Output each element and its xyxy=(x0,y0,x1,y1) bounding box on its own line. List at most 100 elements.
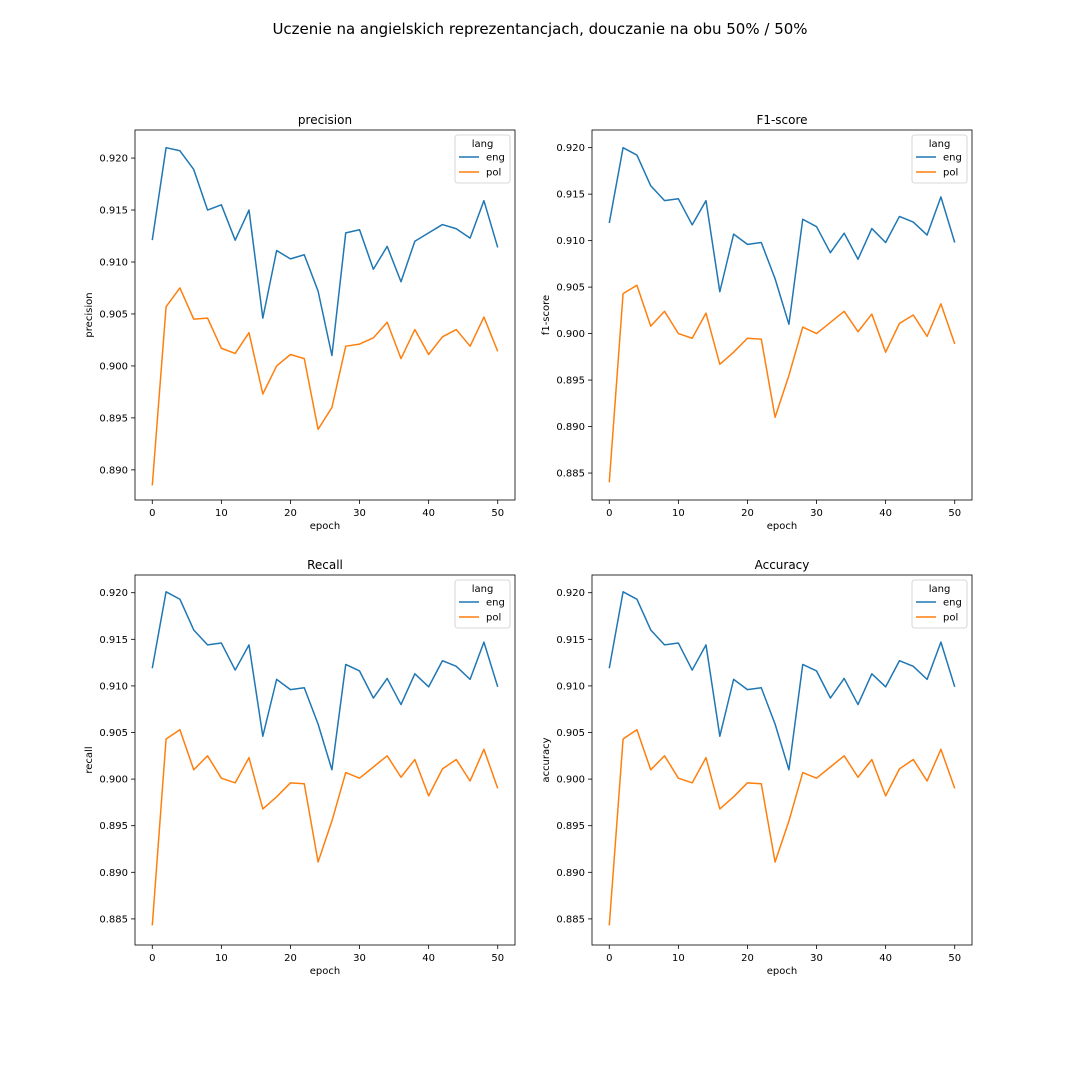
y-axis-label: accuracy xyxy=(541,737,552,782)
y-tick-label: 0.900 xyxy=(99,361,128,372)
x-tick-label: 40 xyxy=(422,508,435,519)
legend-label-pol: pol xyxy=(486,168,501,179)
x-tick-label: 10 xyxy=(672,508,685,519)
legend-title: lang xyxy=(929,584,951,595)
x-tick-label: 30 xyxy=(810,508,823,519)
x-tick-label: 20 xyxy=(741,953,754,964)
x-axis-label: epoch xyxy=(767,521,797,532)
legend-title: lang xyxy=(472,139,494,150)
series-line-eng xyxy=(608,591,956,771)
y-tick-label: 0.905 xyxy=(556,283,585,294)
x-tick-label: 40 xyxy=(879,508,892,519)
x-tick-label: 50 xyxy=(491,953,504,964)
x-tick-label: 50 xyxy=(948,508,961,519)
y-tick-label: 0.920 xyxy=(556,143,585,154)
series-line-eng xyxy=(151,146,499,357)
legend: lang eng pol xyxy=(454,134,511,184)
legend-label-eng: eng xyxy=(943,598,962,609)
x-axis-label: epoch xyxy=(767,966,797,977)
x-tick-label: 10 xyxy=(215,953,228,964)
series-line-eng xyxy=(151,591,499,771)
x-tick-label: 0 xyxy=(149,953,155,964)
x-tick-label: 30 xyxy=(353,508,366,519)
legend: lang eng pol xyxy=(911,134,968,184)
y-tick-label: 0.900 xyxy=(556,775,585,786)
x-tick-label: 0 xyxy=(606,508,612,519)
y-tick-label: 0.905 xyxy=(99,728,128,739)
y-tick-label: 0.900 xyxy=(556,329,585,340)
subplot-title: Accuracy xyxy=(755,558,810,572)
legend-label-pol: pol xyxy=(943,168,958,179)
y-tick-label: 0.895 xyxy=(99,413,128,424)
subplot-f1-score: F1-score 0 10 20 30 40 50 0.885 0.890 0.895 0.900 0… xyxy=(541,113,973,532)
y-axis-label: f1-score xyxy=(541,295,552,335)
series-line-pol xyxy=(608,284,956,483)
y-tick-label: 0.910 xyxy=(556,681,585,692)
series-line-eng xyxy=(608,146,956,326)
y-tick-label: 0.895 xyxy=(556,821,585,832)
y-tick-label: 0.910 xyxy=(99,681,128,692)
y-tick-label: 0.920 xyxy=(556,588,585,599)
y-tick-label: 0.900 xyxy=(99,775,128,786)
legend: lang eng pol xyxy=(454,579,511,629)
legend-box xyxy=(911,134,968,184)
x-tick-label: 10 xyxy=(672,953,685,964)
legend-title: lang xyxy=(929,139,951,150)
axes-frame xyxy=(591,129,973,501)
subplots-grid: precision 0 10 20 30 40 50 0.890 0.895 0.900 0.905… xyxy=(84,113,973,977)
subplot-accuracy: Accuracy 0 10 20 30 40 50 0.885 0.890 0.895 0.900 0… xyxy=(541,558,973,977)
y-tick-label: 0.895 xyxy=(99,821,128,832)
legend-label-eng: eng xyxy=(486,153,505,164)
y-tick-label: 0.920 xyxy=(99,154,128,165)
y-axis-label: recall xyxy=(84,746,95,773)
y-tick-label: 0.885 xyxy=(556,914,585,925)
legend-label-pol: pol xyxy=(486,613,501,624)
x-tick-label: 40 xyxy=(879,953,892,964)
x-tick-label: 50 xyxy=(948,953,961,964)
y-tick-label: 0.890 xyxy=(556,422,585,433)
figure-title: Uczenie na angielskich reprezentancjach,… xyxy=(272,20,807,38)
legend-label-eng: eng xyxy=(486,598,505,609)
x-tick-label: 10 xyxy=(215,508,228,519)
y-tick-label: 0.910 xyxy=(556,236,585,247)
legend-label-eng: eng xyxy=(943,153,962,164)
legend-box xyxy=(454,579,511,629)
series-line-pol xyxy=(608,728,956,926)
y-axis-label: precision xyxy=(84,292,95,337)
axes-frame xyxy=(134,129,516,501)
legend-title: lang xyxy=(472,584,494,595)
x-tick-label: 50 xyxy=(491,508,504,519)
y-tick-label: 0.915 xyxy=(99,635,128,646)
x-tick-label: 20 xyxy=(284,508,297,519)
subplot-title: precision xyxy=(298,113,352,127)
axes-frame xyxy=(591,574,973,946)
series-line-pol xyxy=(151,728,499,926)
y-tick-label: 0.905 xyxy=(99,309,128,320)
x-tick-label: 30 xyxy=(810,953,823,964)
legend-box xyxy=(911,579,968,629)
legend-label-pol: pol xyxy=(943,613,958,624)
y-tick-label: 0.885 xyxy=(556,469,585,480)
x-tick-label: 20 xyxy=(284,953,297,964)
x-tick-label: 30 xyxy=(353,953,366,964)
y-tick-label: 0.890 xyxy=(99,868,128,879)
subplot-recall: Recall 0 10 20 30 40 50 0.885 0.890 0.895 0.900 0.9… xyxy=(84,558,516,977)
axes-frame xyxy=(134,574,516,946)
subplot-title: F1-score xyxy=(756,113,807,127)
x-tick-label: 20 xyxy=(741,508,754,519)
y-tick-label: 0.895 xyxy=(556,376,585,387)
subplot-precision: precision 0 10 20 30 40 50 0.890 0.895 0.900 0.905… xyxy=(84,113,516,532)
y-tick-label: 0.890 xyxy=(556,868,585,879)
series-line-pol xyxy=(151,287,499,486)
x-axis-label: epoch xyxy=(310,966,340,977)
x-axis-label: epoch xyxy=(310,521,340,532)
legend: lang eng pol xyxy=(911,579,968,629)
y-tick-label: 0.915 xyxy=(556,190,585,201)
x-tick-label: 0 xyxy=(606,953,612,964)
x-tick-label: 40 xyxy=(422,953,435,964)
y-tick-label: 0.905 xyxy=(556,728,585,739)
y-tick-label: 0.885 xyxy=(99,914,128,925)
x-tick-label: 0 xyxy=(149,508,155,519)
